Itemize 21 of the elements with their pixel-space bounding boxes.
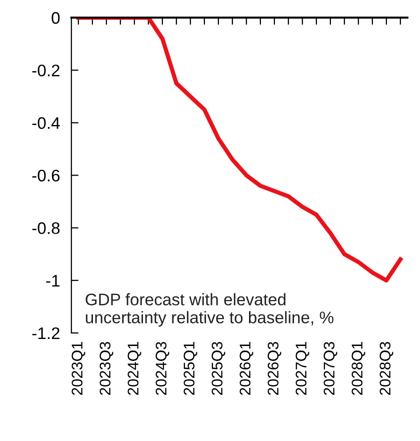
y-tick-label: -0.8 bbox=[32, 222, 60, 234]
x-tick-label: 2028Q3 bbox=[380, 342, 394, 395]
line-series bbox=[76, 18, 402, 282]
x-tick-label: 2025Q1 bbox=[184, 342, 198, 395]
y-tick-label: -1 bbox=[46, 274, 60, 286]
annotation: GDP forecast with elevated uncertainty relative to baseline, % bbox=[86, 293, 334, 327]
y-tick-label: -0.2 bbox=[32, 64, 60, 76]
x-tick-label: 2027Q3 bbox=[324, 342, 338, 395]
x-tick-label: 2026Q3 bbox=[268, 342, 282, 395]
x-tick-label: 2024Q3 bbox=[156, 342, 170, 395]
x-tick-label: 2025Q3 bbox=[212, 342, 226, 395]
x-tick-label: 2024Q1 bbox=[128, 342, 142, 395]
x-tick-label: 2023Q3 bbox=[100, 342, 114, 395]
y-tick-label: -0.4 bbox=[32, 117, 60, 129]
y-tick-label: 0 bbox=[52, 12, 60, 24]
y-tick-label: -1.2 bbox=[32, 327, 60, 339]
x-tick-label: 2023Q1 bbox=[72, 342, 86, 395]
x-tick-label: 2027Q1 bbox=[296, 342, 310, 395]
x-tick-label: 2028Q1 bbox=[352, 342, 366, 395]
x-tick-label: 2026Q1 bbox=[240, 342, 254, 395]
y-tick-label: -0.6 bbox=[32, 170, 60, 182]
